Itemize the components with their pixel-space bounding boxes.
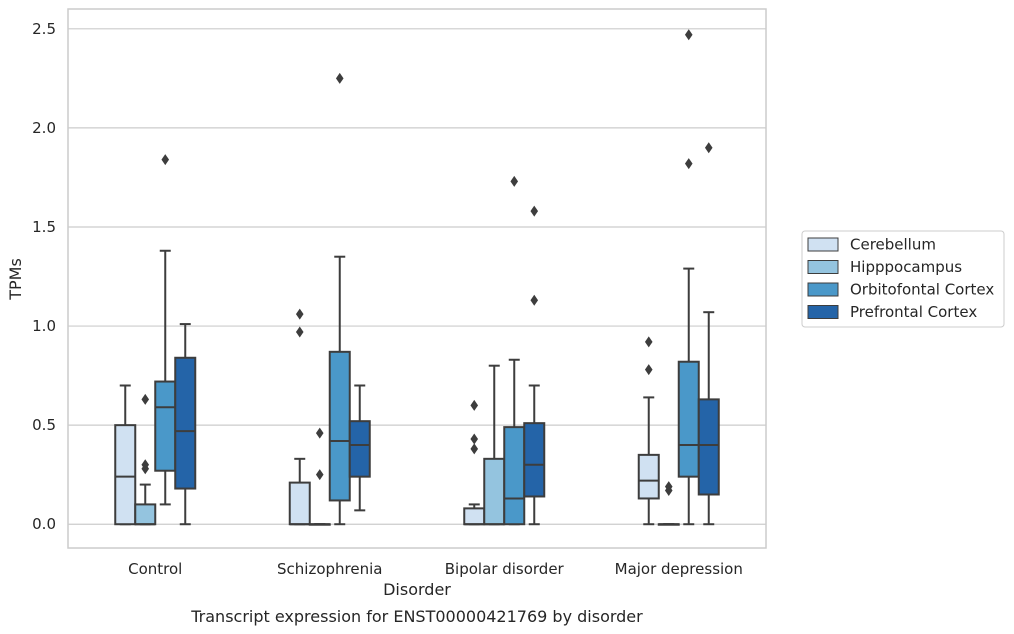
box-body [134, 503, 157, 526]
plot-border [67, 8, 767, 549]
outlier-point [295, 326, 304, 338]
x-tick-label: Control [128, 560, 182, 578]
x-axis-label: Disorder [383, 580, 451, 599]
box [483, 364, 506, 526]
outlier-point [644, 364, 653, 376]
y-tick-label: 0.5 [32, 416, 56, 434]
y-axis-label: TPMs [6, 258, 25, 301]
box-body [463, 507, 486, 526]
legend-swatch [807, 237, 839, 252]
box [523, 205, 546, 526]
chart-caption: Transcript expression for ENST0000042176… [190, 607, 643, 626]
outlier-point [141, 393, 150, 405]
outlier-point [530, 294, 539, 306]
box-body [677, 360, 700, 478]
y-tick-label: 1.5 [32, 218, 56, 236]
outlier-point [315, 469, 324, 481]
box [348, 384, 371, 512]
box-body [348, 420, 371, 478]
box [308, 427, 331, 526]
box-body [503, 426, 526, 526]
box [677, 29, 700, 526]
y-tick-label: 1.0 [32, 317, 56, 335]
outlier-point [315, 427, 324, 439]
x-tick-labels: Control Schizophrenia Bipolar disorder Majo… [128, 560, 743, 578]
legend-label: Prefrontal Cortex [850, 303, 977, 321]
x-tick-label: Bipolar disorder [445, 560, 565, 578]
legend: Cerebellum Hipppocampus Orbitofontal Corte… [801, 230, 1005, 328]
outlier-point [141, 459, 150, 471]
x-tick-label: Schizophrenia [277, 560, 382, 578]
box-body [174, 356, 197, 490]
box-body [288, 481, 311, 526]
box [637, 336, 660, 526]
box-body [637, 453, 660, 500]
box [174, 323, 197, 526]
box-body [154, 380, 177, 472]
box [503, 175, 526, 526]
y-tick-label: 0.0 [32, 515, 56, 533]
box-body [697, 398, 720, 496]
outlier-point [704, 142, 713, 154]
box [114, 384, 137, 526]
outlier-point [470, 399, 479, 411]
y-tick-label: 2.0 [32, 119, 56, 137]
box [657, 481, 680, 526]
legend-label: Cerebellum [850, 236, 936, 254]
outlier-point [470, 443, 479, 455]
box [134, 393, 157, 526]
outlier-point [664, 481, 673, 493]
box [697, 142, 720, 526]
y-tick-label: 2.5 [32, 20, 56, 38]
outlier-point [684, 29, 693, 41]
outlier-point [470, 433, 479, 445]
outlier-point [644, 336, 653, 348]
box [463, 399, 486, 526]
y-tick-labels: 0.0 0.5 1.0 1.5 2.0 2.5 [32, 20, 56, 533]
outlier-point [510, 175, 519, 187]
box-body [483, 457, 506, 526]
legend-swatch [807, 260, 839, 274]
legend-label: Orbitofontal Cortex [850, 281, 994, 299]
outlier-point [684, 158, 693, 170]
legend-frame [801, 230, 1005, 328]
legend-swatch [807, 282, 839, 297]
outlier-point [161, 154, 170, 166]
box [288, 308, 311, 526]
box-body [114, 424, 137, 526]
legend-label: Hipppocampus [850, 258, 962, 276]
x-tick-label: Major depression [615, 560, 743, 578]
legend-swatch [807, 305, 839, 319]
outlier-point [295, 308, 304, 320]
box-body [523, 422, 546, 498]
box-groups [114, 29, 720, 526]
outlier-point [335, 72, 344, 84]
box [154, 154, 177, 506]
outlier-point [530, 205, 539, 217]
box-body [328, 350, 351, 502]
